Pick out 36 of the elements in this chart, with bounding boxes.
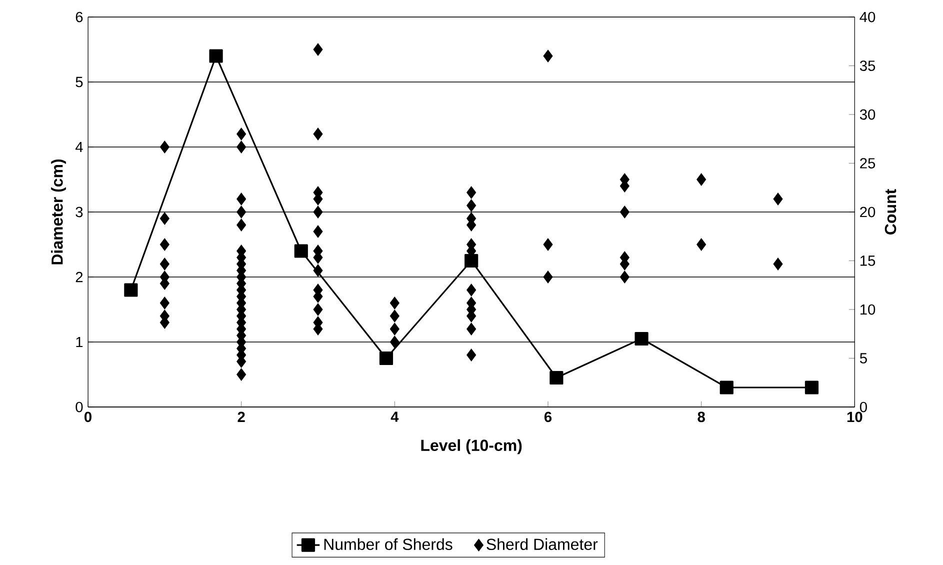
y2-axis-title: Count — [884, 189, 896, 234]
y-tick-label: 4 — [75, 142, 83, 152]
x-tick-label: 0 — [84, 412, 92, 422]
legend-label: Number of Sherds — [324, 538, 452, 550]
x-tick-label: 6 — [544, 412, 552, 422]
y-tick-label: 5 — [76, 76, 83, 88]
y2-tick-label: 40 — [860, 12, 876, 22]
point — [804, 380, 819, 394]
y2-tick-label: 30 — [860, 109, 876, 120]
x-tick-label: 2 — [238, 412, 245, 422]
x-axis-title: Level (10-cm) — [421, 439, 522, 454]
y2-tick-label: 5 — [860, 353, 867, 364]
point — [550, 370, 564, 385]
y2-tick-label: 35 — [860, 60, 876, 71]
y2-tick-label: 25 — [860, 158, 876, 168]
point — [634, 332, 648, 346]
point — [379, 351, 394, 366]
point — [124, 283, 138, 297]
point — [720, 380, 734, 394]
y-tick-label: 0 — [76, 402, 83, 412]
y2-tick-label: 10 — [860, 304, 876, 315]
y-tick-label: 2 — [76, 272, 83, 282]
legend-label: Sherd Diameter — [486, 538, 598, 550]
x-tick-label: 4 — [390, 412, 399, 422]
x-tick-label: 10 — [847, 412, 862, 422]
y-tick-label: 6 — [76, 12, 83, 22]
x-tick-label: 8 — [698, 412, 705, 422]
y-axis-title: Diameter (cm) — [51, 159, 66, 264]
y2-tick-label: 15 — [860, 256, 876, 266]
y-tick-label: 1 — [76, 336, 83, 348]
y2-tick-label: 20 — [860, 206, 876, 218]
point — [209, 49, 223, 63]
y-tick-label: 3 — [76, 206, 83, 218]
point — [294, 244, 308, 258]
y2-tick-label: 0 — [860, 402, 867, 412]
point — [464, 254, 478, 268]
